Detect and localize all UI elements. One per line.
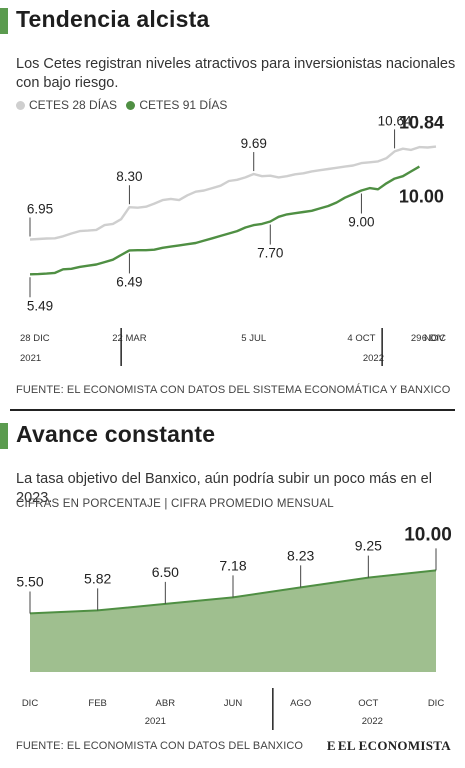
legend-label-cetes91: CETES 91 DÍAS <box>139 98 228 112</box>
data-label: 10.00 <box>404 524 452 545</box>
x-axis-tick-label: AGO <box>290 698 311 709</box>
section1-accent-bar <box>0 8 8 34</box>
legend-item-cetes28: CETES 28 DÍAS <box>16 98 120 112</box>
section2-subtitle: La tasa objetivo del Banxico, aún podría… <box>16 471 432 506</box>
data-label: 5.50 <box>16 573 43 589</box>
annotation-label-cetes91: 7.70 <box>257 246 283 261</box>
x-axis-tick-label: DIC <box>428 698 445 709</box>
x-axis-tick-label: 4 OCT <box>347 333 375 344</box>
x-axis-tick-label: 29 NOV <box>411 333 445 344</box>
x-axis-tick-label: 28 DIC <box>20 333 50 344</box>
brand-logo: E EL ECONOMISTA <box>327 738 451 754</box>
x-axis-tick-label: FEB <box>88 698 106 709</box>
x-axis-tick-label: OCT <box>358 698 378 709</box>
annotation-label-cetes91: 9.00 <box>348 215 374 230</box>
section1-source: FUENTE: EL ECONOMISTA CON DATOS DEL SIST… <box>16 384 451 396</box>
x-axis-tick-label: 22 MAR <box>112 333 146 344</box>
x-axis-tick-label: JUN <box>224 698 243 709</box>
data-label: 5.82 <box>84 570 111 586</box>
data-label: 6.50 <box>152 564 179 580</box>
series-line-cetes28 <box>29 145 437 241</box>
brand-name: EL ECONOMISTA <box>337 738 451 753</box>
section2-title: Avance constante <box>16 421 216 447</box>
series-line-cetes91 <box>29 165 421 276</box>
section1-title: Tendencia alcista <box>16 6 210 32</box>
x-axis-tick-label: ABR <box>156 698 176 709</box>
annotation-label-cetes91: 5.49 <box>27 298 53 313</box>
annotation-label-cetes91: 10.00 <box>399 187 444 207</box>
legend-label-cetes28: CETES 28 DÍAS <box>29 98 118 112</box>
section2-source: FUENTE: EL ECONOMISTA CON DATOS DEL BANX… <box>16 740 304 752</box>
section1-legend: CETES 28 DÍAS CETES 91 DÍAS <box>16 98 233 112</box>
section2-accent-bar <box>0 423 8 449</box>
section1-subtitle: Los Cetes registran niveles atractivos p… <box>16 56 456 91</box>
section-divider <box>10 409 455 411</box>
legend-swatch-cetes28 <box>16 101 25 110</box>
data-label: 8.23 <box>287 547 314 563</box>
annotation-label-cetes91: 6.49 <box>116 274 142 289</box>
annotation-label-cetes28: 6.95 <box>27 201 53 216</box>
legend-swatch-cetes91 <box>126 101 136 110</box>
x-axis-tick-label: 5 JUL <box>241 333 266 344</box>
annotation-label-cetes28: 10.64 <box>378 116 412 128</box>
x-axis-year-label: 2022 <box>362 716 383 727</box>
data-label: 7.18 <box>219 557 246 573</box>
annotation-label-cetes28: 9.69 <box>241 136 267 151</box>
x-axis-tick-label: 6 DIC <box>422 333 446 344</box>
x-axis-tick-label: DIC <box>22 698 39 709</box>
area-fill <box>30 570 436 672</box>
annotation-label-cetes28: 8.30 <box>116 169 142 184</box>
banxico-area-chart: 5.50 DIC 5.82 FEB 6.50 ABR 7.18 JUN 8.23 AGO 9.25 O… <box>16 524 452 730</box>
x-axis-year-label: 2022 <box>363 353 384 364</box>
x-axis-year-label: 2021 <box>20 353 41 364</box>
data-label: 9.25 <box>355 538 382 554</box>
section2-meta: CIFRAS EN PORCENTAJE | CIFRA PROMEDIO ME… <box>16 498 334 510</box>
legend-item-cetes91: CETES 91 DÍAS <box>126 98 227 112</box>
annotation-label-cetes28: 10.84 <box>399 116 444 133</box>
x-axis-year-label: 2021 <box>145 716 166 727</box>
brand-mark-icon: E <box>326 738 336 753</box>
